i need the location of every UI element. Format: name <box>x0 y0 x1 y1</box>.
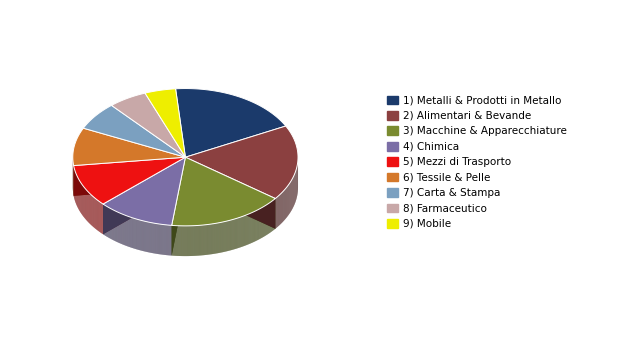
Polygon shape <box>111 93 185 157</box>
Polygon shape <box>74 157 185 204</box>
Polygon shape <box>74 157 185 196</box>
Polygon shape <box>103 157 185 225</box>
Polygon shape <box>172 157 185 256</box>
Polygon shape <box>185 157 276 229</box>
Legend: 1) Metalli & Prodotti in Metallo, 2) Alimentari & Bevande, 3) Macchine & Apparec: 1) Metalli & Prodotti in Metallo, 2) Ali… <box>387 95 567 229</box>
Polygon shape <box>83 106 185 157</box>
Polygon shape <box>103 157 185 234</box>
Polygon shape <box>185 157 276 229</box>
Polygon shape <box>73 128 185 166</box>
Polygon shape <box>172 157 185 256</box>
Polygon shape <box>172 157 276 226</box>
Polygon shape <box>185 126 298 199</box>
Polygon shape <box>103 157 185 234</box>
Polygon shape <box>74 157 185 196</box>
Polygon shape <box>145 89 185 157</box>
Polygon shape <box>176 89 286 157</box>
